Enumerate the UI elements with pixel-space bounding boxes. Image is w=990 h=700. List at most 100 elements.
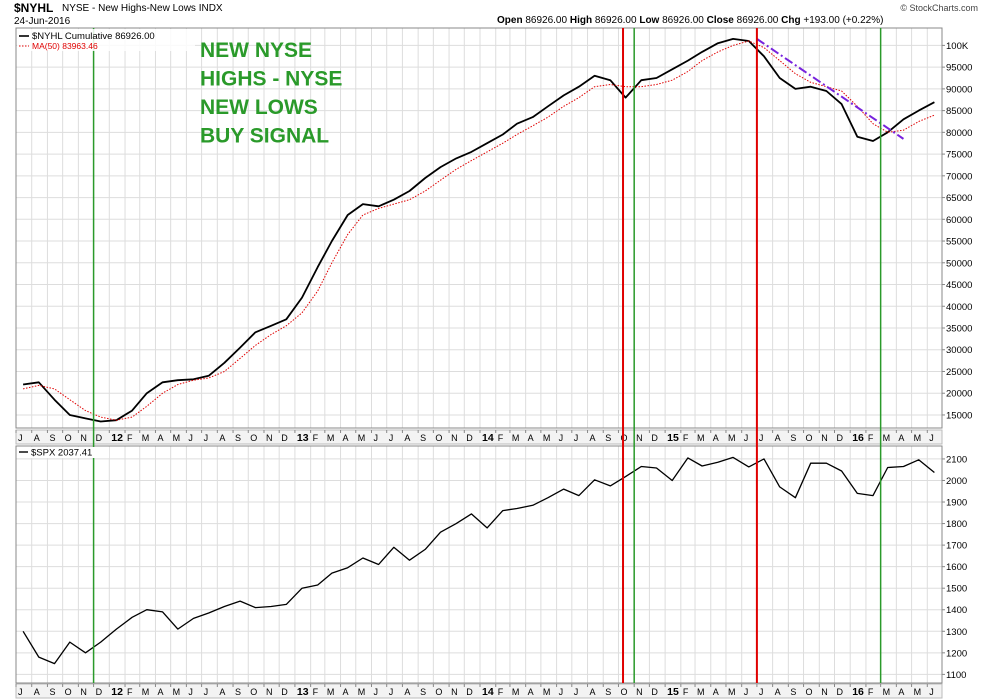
y-tick-label: 90000 <box>946 84 972 95</box>
x-tick-label: J <box>929 433 934 443</box>
signal-lines <box>92 28 882 683</box>
x-tick-label: A <box>713 433 719 443</box>
low-label: Low <box>639 15 660 26</box>
x-tick-label: M <box>327 687 335 697</box>
x-tick-label: A <box>219 687 225 697</box>
x-tick-label: N <box>636 433 643 443</box>
y-tick-label: 85000 <box>946 106 972 117</box>
x-tick-label: D <box>836 433 843 443</box>
x-tick-label: M <box>728 687 736 697</box>
x-tick-label: A <box>157 433 163 443</box>
x-tick-label: J <box>759 687 764 697</box>
y-tick-label: 1400 <box>946 605 967 616</box>
x-tick-label: A <box>343 433 349 443</box>
x-tick-label: J <box>744 433 749 443</box>
y-tick-label: 1900 <box>946 498 967 509</box>
x-tick-label: N <box>636 687 643 697</box>
annotation-line: NEW NYSE <box>200 39 312 62</box>
annotation-line: NEW LOWS <box>200 96 318 119</box>
x-tick-label: M <box>543 687 551 697</box>
x-tick-label: S <box>790 687 796 697</box>
legend-entry: $NYHL Cumulative 86926.00 <box>32 31 155 42</box>
x-tick-label: M <box>142 433 150 443</box>
x-tick-label: N <box>266 687 273 697</box>
x-tick-label: M <box>697 433 705 443</box>
x-tick-label: F <box>313 687 319 697</box>
x-tick-label: M <box>358 433 366 443</box>
x-tick-label: S <box>605 687 611 697</box>
x-tick-label: O <box>65 433 72 443</box>
x-tick-label: 12 <box>111 686 123 698</box>
x-axis-strip <box>15 683 943 699</box>
x-tick-label: M <box>543 433 551 443</box>
x-tick-label: N <box>821 433 828 443</box>
close-value: 86926.00 <box>736 15 779 26</box>
x-tick-label: A <box>34 433 40 443</box>
y-tick-label: 70000 <box>946 171 972 182</box>
x-tick-label: A <box>404 433 410 443</box>
panel-frame <box>15 445 943 684</box>
x-tick-label: S <box>235 687 241 697</box>
legend-entry: MA(50) 83963.46 <box>32 41 98 51</box>
x-tick-label: 14 <box>482 432 494 444</box>
x-tick-label: D <box>466 687 473 697</box>
x-tick-label: J <box>559 687 564 697</box>
x-tick-label: O <box>250 687 257 697</box>
high-value: 86926.00 <box>594 15 637 26</box>
y-tick-label: 25000 <box>946 367 972 378</box>
y-tick-label: 1200 <box>946 648 967 659</box>
x-tick-label: O <box>435 433 442 443</box>
x-tick-label: N <box>80 687 87 697</box>
x-tick-label: M <box>358 687 366 697</box>
x-tick-label: D <box>281 433 288 443</box>
y-tick-label: 60000 <box>946 215 972 226</box>
y-tick-label: 1100 <box>946 670 966 681</box>
symbol: $NYHL <box>14 1 54 15</box>
chart-date: 24-Jun-2016 <box>14 16 71 27</box>
x-tick-label: F <box>127 433 133 443</box>
x-tick-label: J <box>759 433 764 443</box>
spx-line <box>22 456 935 665</box>
x-tick-label: M <box>327 433 335 443</box>
y-tick-label: 80000 <box>946 128 972 139</box>
x-tick-label: O <box>250 433 257 443</box>
x-tick-label: F <box>498 687 504 697</box>
x-tick-label: M <box>142 687 150 697</box>
x-tick-label: D <box>836 687 843 697</box>
x-tick-label: J <box>929 687 934 697</box>
x-tick-label: M <box>173 433 181 443</box>
y-tick-label: 45000 <box>946 280 972 291</box>
x-tick-label: S <box>49 687 55 697</box>
x-tick-label: A <box>528 687 534 697</box>
y-tick-label: 2000 <box>946 476 967 487</box>
y-tick-label: 65000 <box>946 193 972 204</box>
x-tick-label: J <box>373 687 378 697</box>
x-axis-ticks: J A S O N D 12 F M A M J J A S O N D 13 F M A M J J A S O N D 14 F M A M J J… <box>15 430 934 698</box>
legend-entry: $SPX 2037.41 <box>31 448 92 459</box>
y-tick-label: 1700 <box>946 541 967 552</box>
x-tick-label: 15 <box>667 432 679 444</box>
x-tick-label: M <box>512 687 520 697</box>
x-tick-label: M <box>883 433 891 443</box>
y-tick-label: 40000 <box>946 302 972 313</box>
x-tick-label: N <box>451 687 458 697</box>
x-tick-label: A <box>775 433 781 443</box>
x-tick-label: F <box>868 433 874 443</box>
x-tick-label: D <box>466 433 473 443</box>
close-label: Close <box>706 15 734 26</box>
annotation-layer: NEW NYSE HIGHS - NYSE NEW LOWS BUY SIGNAL <box>200 39 342 148</box>
x-tick-label: F <box>313 433 319 443</box>
x-tick-label: S <box>420 433 426 443</box>
x-tick-label: O <box>435 687 442 697</box>
x-tick-label: F <box>127 687 133 697</box>
x-tick-label: D <box>96 687 103 697</box>
x-tick-label: N <box>451 433 458 443</box>
x-tick-label: J <box>188 687 193 697</box>
x-tick-label: O <box>65 687 72 697</box>
x-tick-label: N <box>266 433 273 443</box>
annotation-line: BUY SIGNAL <box>200 125 329 148</box>
y-tick-label: 75000 <box>946 150 972 161</box>
x-tick-label: M <box>697 687 705 697</box>
x-tick-label: J <box>389 433 394 443</box>
